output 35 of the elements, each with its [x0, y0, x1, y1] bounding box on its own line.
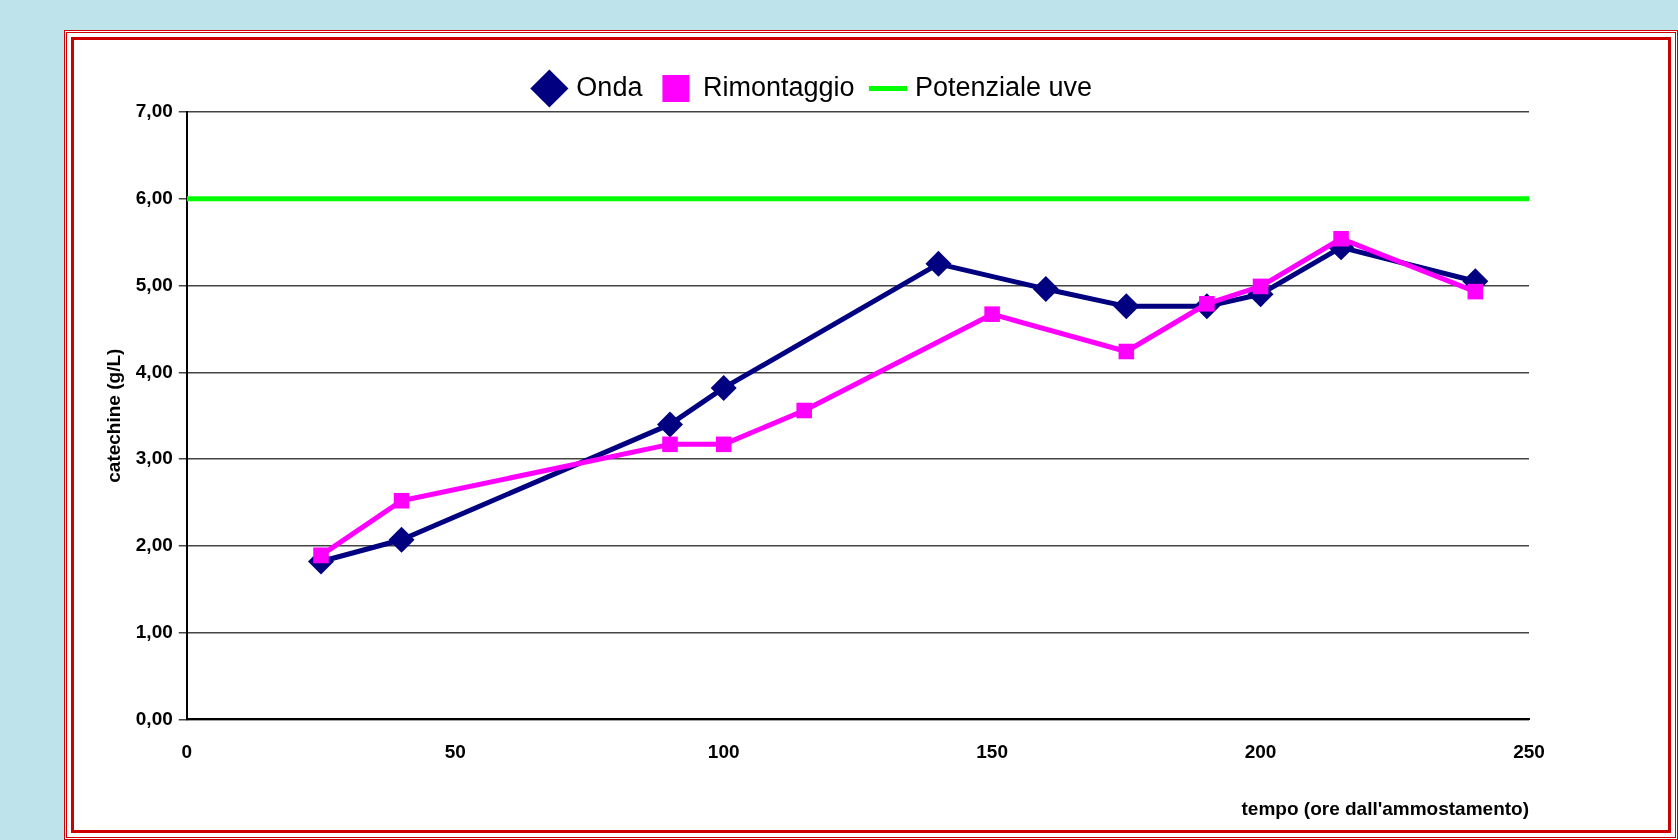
point: [1032, 276, 1059, 303]
point: [1118, 343, 1135, 360]
point: [1113, 293, 1140, 320]
y-tick-label: 0,00: [135, 707, 173, 729]
point: [393, 492, 410, 509]
x-tick-label: 0: [181, 741, 193, 763]
point: [662, 436, 678, 453]
point: [1333, 230, 1349, 247]
point: [710, 374, 737, 401]
y-tick-label: 2,00: [135, 534, 173, 556]
point: [1252, 278, 1269, 295]
point: [715, 436, 732, 453]
point: [984, 306, 1000, 322]
x-tick-label: 250: [1513, 741, 1545, 763]
x-tick-label: 200: [1244, 741, 1277, 763]
legend-label: Potenziale uve: [915, 71, 1093, 102]
point: [313, 547, 329, 564]
point: [388, 526, 415, 553]
y-tick-label: 4,00: [135, 360, 173, 382]
y-tick-label: 6,00: [135, 187, 173, 209]
x-tick-label: 150: [976, 741, 1008, 763]
y-tick-label: 1,00: [135, 620, 173, 642]
x-axis-title: tempo (ore dall'ammostamento): [1241, 797, 1529, 819]
point: [925, 250, 952, 277]
y-tick-label: 7,00: [135, 100, 173, 122]
y-tick-label: 3,00: [135, 447, 173, 469]
point: [656, 411, 683, 438]
x-tick-label: 50: [444, 741, 466, 763]
y-tick-label: 5,00: [135, 273, 173, 295]
legend-label: Onda: [576, 71, 644, 102]
legend-label: Rimontaggio: [702, 71, 855, 102]
y-axis-title: catechine (g/L): [102, 348, 124, 483]
x-tick-label: 100: [707, 741, 740, 763]
point: [796, 402, 812, 419]
point: [1467, 283, 1484, 300]
